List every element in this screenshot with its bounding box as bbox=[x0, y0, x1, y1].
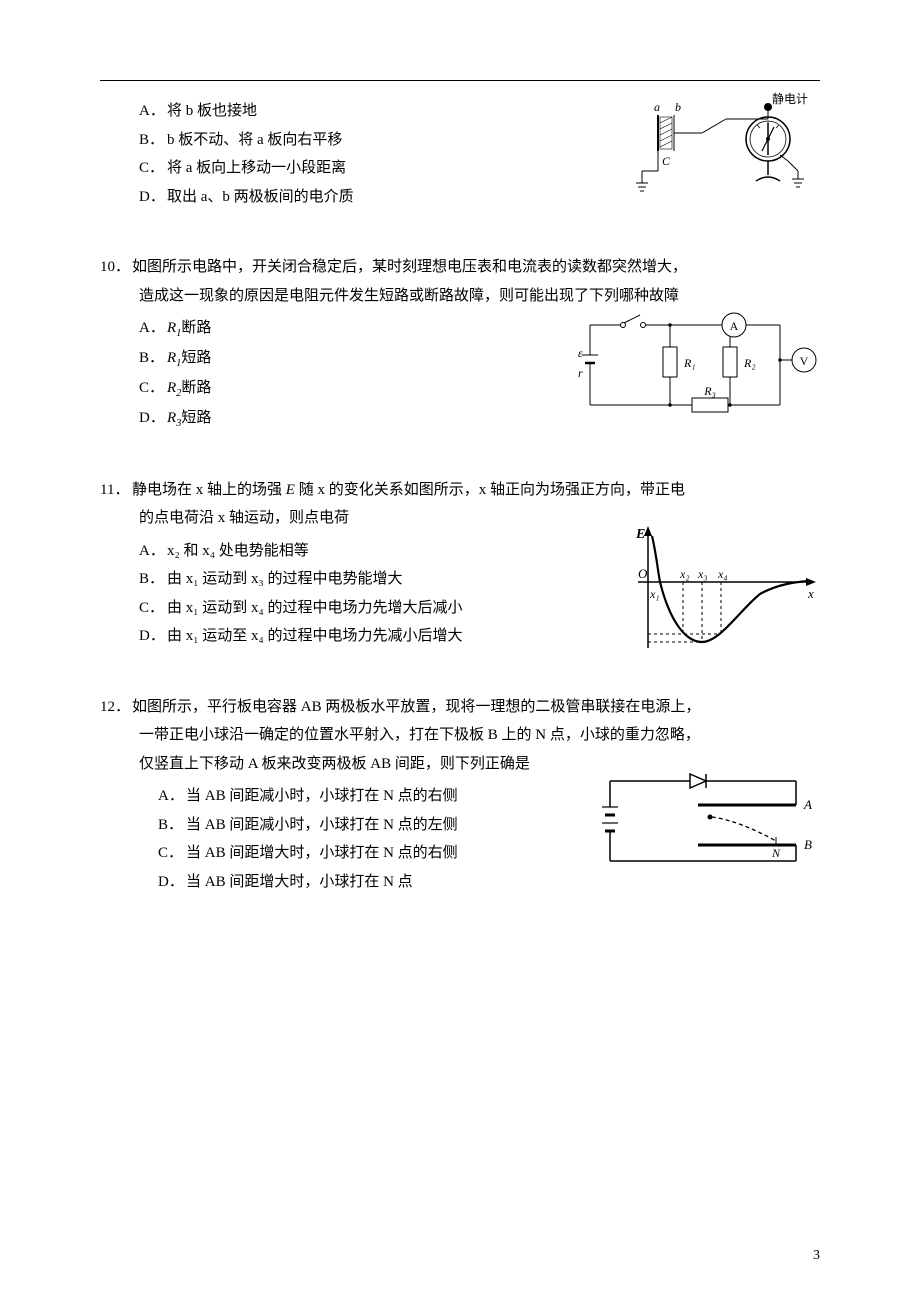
q11-option-c: C．由 x₁ 运动到 x₄ 的过程中电场力先增大后减小 bbox=[139, 594, 559, 623]
svg-text:A: A bbox=[803, 797, 812, 812]
svg-text:V: V bbox=[800, 354, 809, 368]
q11-option-a: A．x₂ 和 x₄ 处电势能相等 bbox=[139, 537, 559, 566]
svg-text:ε: ε bbox=[578, 346, 583, 360]
q9-figure: 静电计 a b C bbox=[630, 89, 820, 220]
svg-text:r: r bbox=[578, 366, 583, 380]
top-rule bbox=[100, 80, 820, 81]
q9-option-d: D．取出 a、b 两极板间的电介质 bbox=[139, 183, 569, 212]
question-11: E O x x₁ x₂ x₃ x₄ 11．静电场在 x 轴上的场强 E 随 x … bbox=[100, 476, 820, 651]
q12-option-b: B．当 AB 间距减小时，小球打在 N 点的左侧 bbox=[158, 811, 558, 840]
question-9: 静电计 a b C bbox=[100, 97, 820, 211]
q12-number: 12． bbox=[100, 693, 132, 722]
q11-figure: E O x x₁ x₂ x₃ x₄ bbox=[620, 522, 820, 673]
q12-figure: A B N bbox=[590, 767, 820, 888]
svg-text:A: A bbox=[730, 319, 739, 333]
q10-option-a: A．R1断路 bbox=[139, 314, 439, 344]
svg-text:E: E bbox=[635, 527, 645, 542]
svg-text:x₄: x₄ bbox=[717, 567, 728, 581]
svg-text:R₃: R₃ bbox=[703, 384, 716, 398]
question-10: A ε r R₁ R₂ bbox=[100, 253, 820, 434]
q11-number: 11． bbox=[100, 476, 132, 505]
q9-option-c: C．将 a 板向上移动一小段距离 bbox=[139, 154, 569, 183]
svg-text:x₃: x₃ bbox=[697, 567, 708, 581]
q12-stem2: 一带正电小球沿一确定的位置水平射入，打在下极板 B 上的 N 点，小球的重力忽略… bbox=[139, 721, 820, 750]
svg-text:R₁: R₁ bbox=[683, 356, 696, 370]
q11-option-b: B．由 x₁ 运动到 x₃ 的过程中电势能增大 bbox=[139, 565, 559, 594]
q10-number: 10． bbox=[100, 253, 132, 282]
q10-option-b: B．R1短路 bbox=[139, 344, 439, 374]
svg-text:x: x bbox=[807, 586, 814, 601]
electrometer-label: 静电计 bbox=[772, 92, 808, 106]
svg-text:x₁: x₁ bbox=[649, 587, 660, 601]
q9-option-a: A．将 b 板也接地 bbox=[139, 97, 569, 126]
q10-stem1: 如图所示电路中，开关闭合稳定后，某时刻理想电压表和电流表的读数都突然增大， bbox=[132, 259, 687, 275]
page-number: 3 bbox=[813, 1243, 820, 1270]
q11-stem1b: 随 x 的变化关系如图所示，x 轴正向为场强正方向，带正电 bbox=[295, 482, 685, 498]
q10-option-d: D．R3短路 bbox=[139, 404, 439, 434]
q12-option-c: C．当 AB 间距增大时，小球打在 N 点的右侧 bbox=[158, 839, 558, 868]
q10-option-c: C．R2断路 bbox=[139, 374, 439, 404]
svg-text:b: b bbox=[675, 100, 681, 114]
svg-text:O: O bbox=[638, 566, 648, 581]
q11-E: E bbox=[286, 482, 295, 498]
svg-text:a: a bbox=[654, 100, 660, 114]
q12-stem1: 如图所示，平行板电容器 AB 两极板水平放置，现将一理想的二极管串联接在电源上， bbox=[132, 699, 700, 715]
question-12: A B N 12．如图所示，平行板电容器 AB 两极板水平放置，现 bbox=[100, 693, 820, 897]
svg-text:R₂: R₂ bbox=[743, 356, 756, 370]
q11-option-d: D．由 x₁ 运动至 x₄ 的过程中电场力先减小后增大 bbox=[139, 622, 559, 651]
q11-stem1a: 静电场在 x 轴上的场强 bbox=[132, 482, 286, 498]
svg-text:C: C bbox=[662, 154, 671, 168]
q10-figure: A ε r R₁ R₂ bbox=[570, 305, 820, 436]
q12-option-d: D．当 AB 间距增大时，小球打在 N 点 bbox=[158, 868, 558, 897]
svg-text:N: N bbox=[771, 846, 781, 860]
q12-option-a: A．当 AB 间距减小时，小球打在 N 点的右侧 bbox=[158, 782, 558, 811]
svg-text:B: B bbox=[804, 837, 812, 852]
svg-text:x₂: x₂ bbox=[679, 567, 690, 581]
q9-option-b: B．b 板不动、将 a 板向右平移 bbox=[139, 126, 569, 155]
